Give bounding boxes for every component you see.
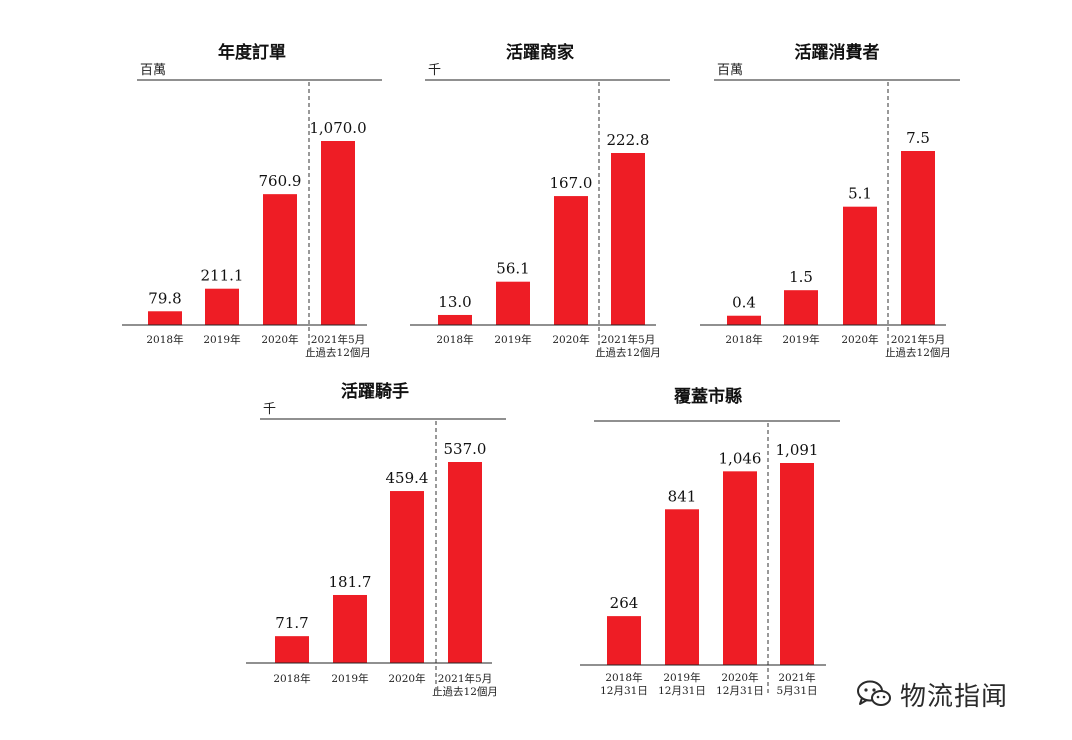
chart-4-title: 活躍騎手 <box>341 381 409 402</box>
chart-2-unit-label: 千 <box>428 63 441 78</box>
wechat-icon <box>857 680 891 706</box>
chart-3-bar-3 <box>843 206 877 325</box>
chart-4-bar-3 <box>390 491 424 663</box>
chart-2-value-label-4: 222.8 <box>607 131 650 149</box>
chart-2-value-label-1: 13.0 <box>438 293 471 311</box>
chart-3-category-label-4-line2: 止過去12個月 <box>885 346 951 359</box>
chart-4-value-label-4: 537.0 <box>444 440 487 458</box>
chart-4-value-label-3: 459.4 <box>386 469 429 487</box>
chart-2-category-label-4: 2021年5月 <box>601 333 655 346</box>
chart-3-unit-label: 百萬 <box>717 63 743 78</box>
chart-3-title: 活躍消費者 <box>795 42 880 63</box>
chart-2-bar-1 <box>438 314 472 325</box>
chart-2-bar-2 <box>496 281 530 325</box>
chart-1-category-label-4: 2021年5月 <box>311 333 365 346</box>
chart-1-bar-1 <box>148 311 182 325</box>
chart-1-value-label-3: 760.9 <box>259 172 302 190</box>
chart-1-bar-4 <box>321 141 355 325</box>
chart-5-category-label-4-line2: 5月31日 <box>776 685 817 697</box>
chart-4-value-label-1: 71.7 <box>275 614 308 632</box>
chart-1-value-label-1: 79.8 <box>148 289 181 307</box>
chart-4-unit-label: 千 <box>263 402 276 417</box>
watermark: 物流指闻 <box>856 674 1056 714</box>
chart-5-category-label-2: 2019年 <box>663 671 700 684</box>
chart-5-value-label-1: 264 <box>610 594 639 612</box>
chart-4-category-label-2: 2019年 <box>331 672 368 685</box>
chart-5-value-label-3: 1,046 <box>719 449 762 467</box>
chart-3-value-label-4: 7.5 <box>906 129 930 147</box>
chart-1-category-label-3: 2020年 <box>261 333 298 346</box>
chart-2-bar-4 <box>611 153 645 325</box>
chart-3-category-label-1: 2018年 <box>725 333 762 346</box>
chart-2-title: 活躍商家 <box>506 42 574 63</box>
chart-5-category-label-4: 2021年 <box>778 671 815 684</box>
chart-3-category-label-4: 2021年5月 <box>891 333 945 346</box>
chart-5-bar-2 <box>665 509 699 665</box>
chart-4-bar-2 <box>333 594 367 663</box>
chart-3-category-label-2: 2019年 <box>782 333 819 346</box>
chart-2-category-label-1: 2018年 <box>436 333 473 346</box>
chart-2-category-label-3: 2020年 <box>552 333 589 346</box>
chart-3-bar-1 <box>727 315 761 325</box>
chart-4-bar-4 <box>448 462 482 663</box>
chart-3-value-label-2: 1.5 <box>789 268 813 286</box>
chart-2-value-label-3: 167.0 <box>550 174 593 192</box>
chart-3-bar-2 <box>784 290 818 325</box>
chart-3-value-label-3: 5.1 <box>848 185 872 203</box>
chart-3-category-label-3: 2020年 <box>841 333 878 346</box>
chart-5-value-label-4: 1,091 <box>776 441 819 459</box>
chart-4-category-label-4: 2021年5月 <box>438 672 492 685</box>
chart-2-value-label-2: 56.1 <box>496 260 529 278</box>
chart-5-bar-4 <box>780 463 814 665</box>
chart-1-bar-2 <box>205 288 239 325</box>
chart-5-category-label-1: 2018年 <box>605 671 642 684</box>
chart-5-title: 覆蓋市縣 <box>674 386 742 407</box>
chart-3-bar-4 <box>901 151 935 325</box>
chart-5-bar-3 <box>723 471 757 665</box>
chart-3-value-label-1: 0.4 <box>732 294 756 312</box>
chart-4-category-label-4-line2: 止過去12個月 <box>432 685 498 698</box>
chart-2-category-label-2: 2019年 <box>494 333 531 346</box>
chart-4-category-label-1: 2018年 <box>273 672 310 685</box>
chart-1-value-label-4: 1,070.0 <box>309 119 366 137</box>
chart-5-bar-1 <box>607 616 641 665</box>
chart-5-category-label-3: 2020年 <box>721 671 758 684</box>
chart-4-category-label-3: 2020年 <box>388 672 425 685</box>
chart-1-value-label-2: 211.1 <box>201 267 244 285</box>
watermark-text: 物流指闻 <box>900 681 1009 712</box>
chart-5-value-label-2: 841 <box>668 487 697 505</box>
chart-1-title: 年度訂單 <box>218 42 286 63</box>
chart-5-category-label-2-line2: 12月31日 <box>658 685 706 697</box>
chart-4-value-label-2: 181.7 <box>329 573 372 591</box>
chart-5-category-label-3-line2: 12月31日 <box>716 685 764 697</box>
chart-1-category-label-4-line2: 止過去12個月 <box>305 346 371 359</box>
chart-2-category-label-4-line2: 止過去12個月 <box>595 346 661 359</box>
chart-1-unit-label: 百萬 <box>140 63 166 78</box>
chart-1-category-label-1: 2018年 <box>146 333 183 346</box>
chart-5-category-label-1-line2: 12月31日 <box>600 685 648 697</box>
chart-1-bar-3 <box>263 194 297 325</box>
chart-2-bar-3 <box>554 196 588 325</box>
chart-4-bar-1 <box>275 636 309 663</box>
chart-1-category-label-2: 2019年 <box>203 333 240 346</box>
